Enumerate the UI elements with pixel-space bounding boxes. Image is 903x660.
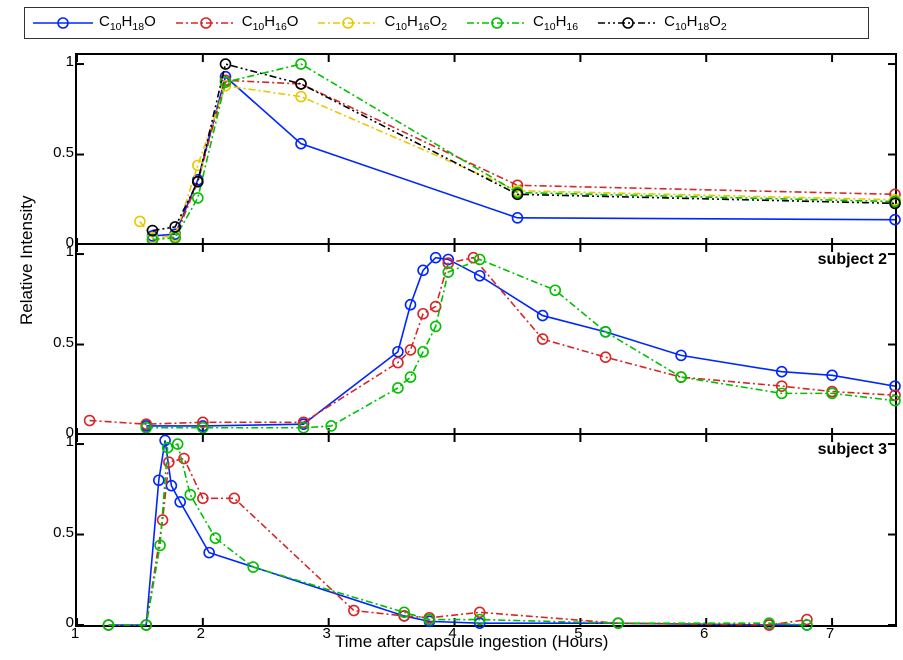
ytick-label: 0.5 (34, 524, 74, 541)
chart-area: subject 2 subject 3 (75, 53, 893, 623)
legend-label: C10H16O2 (384, 13, 447, 33)
legend-item: C10H16O2 (318, 13, 447, 33)
ytick-label: 0 (34, 614, 74, 631)
xtick-label: 7 (826, 625, 834, 642)
legend-swatch (467, 15, 527, 31)
chart-container: C10H18O C10H16O C10H16O2 C10H16 C10H18O2… (5, 5, 898, 655)
ytick-label: 0.5 (34, 334, 74, 351)
legend-swatch (33, 15, 93, 31)
legend-item: C10H16 (467, 13, 578, 33)
legend-label: C10H16 (533, 13, 578, 33)
ytick-label: 1 (34, 243, 74, 260)
xtick-label: 6 (700, 625, 708, 642)
legend-label: C10H18O2 (664, 13, 727, 33)
xtick-label: 5 (574, 625, 582, 642)
panel-subject-3: subject 3 (75, 433, 897, 627)
legend-item: C10H18O (33, 13, 156, 33)
legend-label: C10H18O (99, 13, 156, 33)
legend-item: C10H18O2 (598, 13, 727, 33)
x-axis-label: Time after capsule ingestion (Hours) (335, 632, 608, 652)
ytick-label: 1 (34, 53, 74, 70)
ytick-label: 1 (34, 433, 74, 450)
subject-label: subject 3 (818, 441, 887, 459)
panel-subject-1 (75, 53, 897, 247)
legend-swatch (318, 15, 378, 31)
panel-subject-2: subject 2 (75, 243, 897, 437)
xtick-label: 4 (448, 625, 456, 642)
xtick-label: 3 (323, 625, 331, 642)
legend-label: C10H16O (242, 13, 299, 33)
xtick-label: 1 (71, 625, 79, 642)
legend-swatch (598, 15, 658, 31)
y-axis-label: Relative Intensity (17, 196, 37, 325)
legend: C10H18O C10H16O C10H16O2 C10H16 C10H18O2 (24, 7, 869, 39)
xtick-label: 2 (197, 625, 205, 642)
subject-label: subject 2 (818, 251, 887, 269)
ytick-label: 0.5 (34, 144, 74, 161)
legend-item: C10H16O (176, 13, 299, 33)
legend-swatch (176, 15, 236, 31)
